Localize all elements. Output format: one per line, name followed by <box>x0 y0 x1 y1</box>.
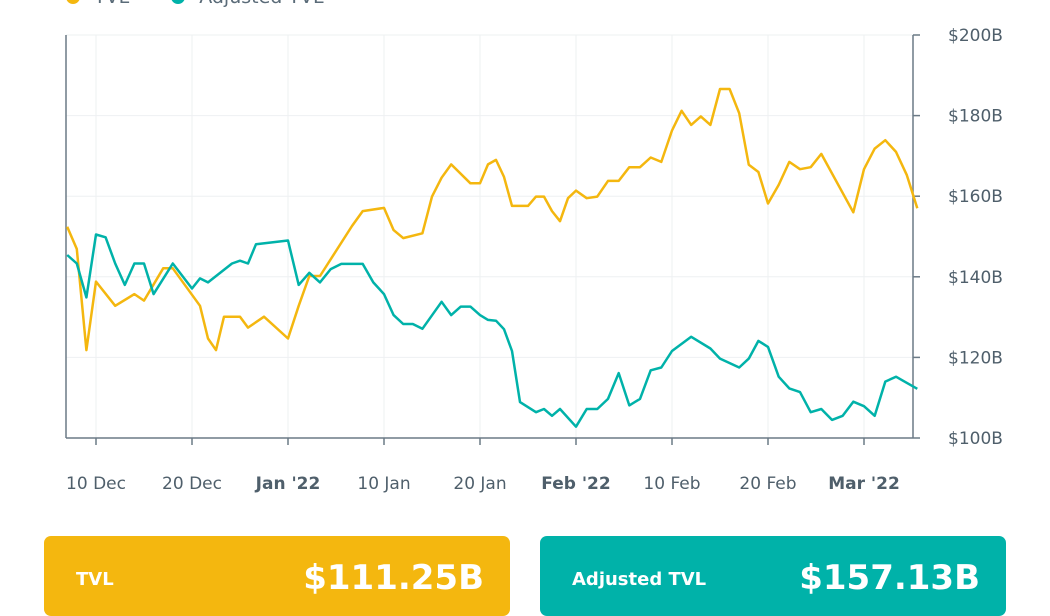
adjusted-tvl-card: Adjusted TVL $157.13B <box>540 536 1006 616</box>
series-line-tvl <box>66 87 919 352</box>
legend-label-tvl: TVL <box>94 0 129 8</box>
x-tick-label: 10 Jan <box>357 474 410 494</box>
legend-label-adjusted-tvl: Adjusted TVL <box>199 0 323 8</box>
tvl-dot-icon <box>66 0 80 4</box>
y-tick-label: $180B <box>948 107 1003 127</box>
x-tick-label: 10 Feb <box>643 474 700 494</box>
y-tick-label: $120B <box>948 348 1003 368</box>
y-tick-label: $160B <box>948 187 1003 207</box>
tvl-card-label: TVL <box>76 569 114 590</box>
x-tick-label: 20 Jan <box>453 474 506 494</box>
adjusted-tvl-card-label: Adjusted TVL <box>572 569 707 590</box>
tvl-line-chart: $100B $120B $140B $160B $180B $200B 10 Dec 20 D… <box>65 26 1003 494</box>
x-tick-label: Mar '22 <box>828 474 900 494</box>
x-tick-label: 10 Dec <box>66 474 126 494</box>
x-tick-label: Feb '22 <box>541 474 610 494</box>
tvl-card: TVL $111.25B <box>44 536 510 616</box>
adjusted-tvl-dot-icon <box>171 0 186 4</box>
legend-item-tvl[interactable]: TVL <box>66 0 129 8</box>
series-line-adjusted-tvl <box>66 233 918 428</box>
y-tick-label: $200B <box>948 26 1003 46</box>
legend-item-adjusted-tvl[interactable]: Adjusted TVL <box>171 0 324 8</box>
adjusted-tvl-card-value: $157.13B <box>799 558 980 598</box>
x-tick-label: 20 Feb <box>739 474 796 494</box>
x-tick-label: Jan '22 <box>255 474 321 494</box>
y-tick-label: $100B <box>948 429 1003 449</box>
tvl-card-value: $111.25B <box>303 558 484 598</box>
x-tick-label: 20 Dec <box>162 474 222 494</box>
chart-legend: TVL Adjusted TVL <box>66 0 324 8</box>
y-tick-label: $140B <box>948 268 1003 288</box>
